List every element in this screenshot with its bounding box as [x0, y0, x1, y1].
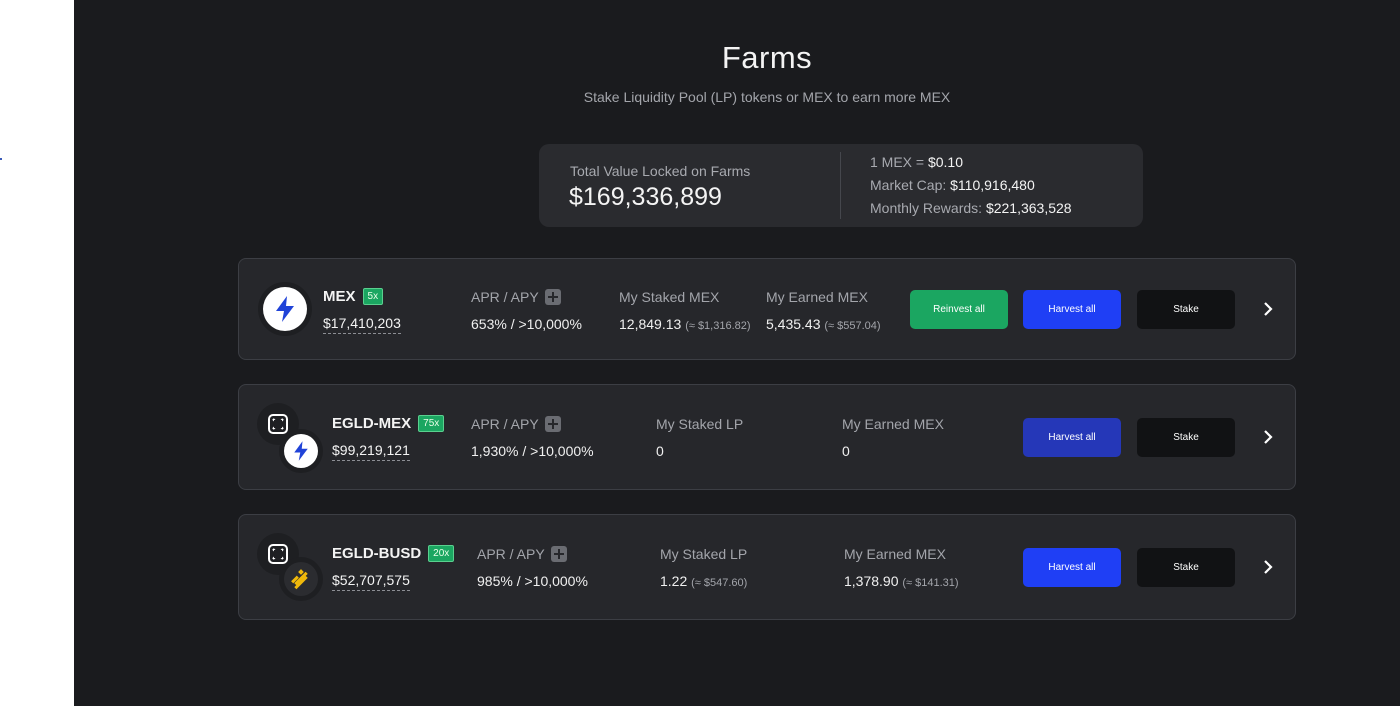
chevron-right-icon[interactable]	[1258, 427, 1278, 447]
earned-label: My Earned MEX	[766, 289, 868, 305]
market-cap-value: $110,916,480	[950, 177, 1035, 193]
apr-label: APR / APY	[471, 416, 561, 432]
page-title: Farms	[721, 40, 813, 75]
left-dot	[0, 158, 2, 160]
stake-button[interactable]: Stake	[1137, 418, 1235, 457]
farm-tvl[interactable]: $17,410,203	[323, 315, 401, 334]
farm-name: EGLD-BUSD 20x	[332, 545, 455, 562]
multiplier-badge: 5x	[362, 288, 384, 305]
earned-usd: (≈ $557.04)	[824, 320, 881, 332]
reinvest-all-button[interactable]: Reinvest all	[910, 290, 1008, 329]
earned-amount: 1,378.90	[844, 573, 899, 589]
farm-name: MEX 5x	[323, 288, 384, 305]
calculator-icon[interactable]	[544, 289, 561, 305]
market-cap-label: Market Cap:	[870, 177, 951, 193]
apr-value: 653% / >10,000%	[471, 316, 582, 332]
egld-icon	[257, 533, 299, 575]
tvl-label: Total Value Locked on Farms	[570, 163, 751, 179]
farm-card-mex[interactable]: MEX 5x $17,410,203 APR / APY 653% / >10,0…	[238, 258, 1296, 360]
staked-usd: (≈ $547.60)	[691, 577, 748, 589]
mex-price: 1 MEX = $0.10	[870, 154, 963, 170]
tvl-value: $169,336,899	[569, 183, 722, 211]
stake-button[interactable]: Stake	[1137, 290, 1235, 329]
apr-label-text: APR / APY	[471, 289, 539, 305]
farm-name-text: EGLD-BUSD	[332, 545, 422, 562]
staked-value: 12,849.13 (≈ $1,316.82)	[619, 316, 751, 332]
staked-label: My Staked MEX	[619, 289, 720, 305]
mex-icon	[284, 434, 318, 468]
farm-tvl[interactable]: $52,707,575	[332, 572, 410, 591]
monthly-rewards-label: Monthly Rewards:	[870, 200, 986, 216]
farm-card-egld-busd[interactable]: EGLD-BUSD 20x $52,707,575 APR / APY 985% …	[238, 514, 1296, 620]
multiplier-badge: 75x	[418, 415, 445, 432]
apr-value: 985% / >10,000%	[477, 573, 588, 589]
mex-icon	[263, 287, 307, 331]
earned-label: My Earned MEX	[842, 416, 944, 432]
staked-usd: (≈ $1,316.82)	[685, 320, 751, 332]
apr-label-text: APR / APY	[471, 416, 539, 432]
calculator-icon[interactable]	[550, 546, 567, 562]
mex-icon-ring	[279, 429, 323, 473]
stats-panel: Total Value Locked on Farms $169,336,899…	[539, 144, 1143, 227]
earned-value: 5,435.43 (≈ $557.04)	[766, 316, 881, 332]
mex-price-label: 1 MEX =	[870, 154, 928, 170]
apr-label-text: APR / APY	[477, 546, 545, 562]
staked-amount: 12,849.13	[619, 316, 682, 332]
busd-icon	[284, 562, 318, 596]
staked-value: 0	[656, 443, 664, 459]
apr-value: 1,930% / >10,000%	[471, 443, 594, 459]
stats-divider	[840, 152, 841, 219]
harvest-all-button[interactable]: Harvest all	[1023, 548, 1121, 587]
farm-name: EGLD-MEX 75x	[332, 415, 445, 432]
earned-amount: 5,435.43	[766, 316, 821, 332]
farm-card-egld-mex[interactable]: EGLD-MEX 75x $99,219,121 APR / APY 1,930%…	[238, 384, 1296, 490]
staked-amount: 1.22	[660, 573, 688, 589]
mex-icon-ring	[258, 282, 312, 336]
busd-icon-ring	[279, 557, 323, 601]
earned-usd: (≈ $141.31)	[902, 577, 959, 589]
staked-label: My Staked LP	[660, 546, 748, 562]
earned-value: 0	[842, 443, 850, 459]
earned-label: My Earned MEX	[844, 546, 946, 562]
stake-button[interactable]: Stake	[1137, 548, 1235, 587]
staked-value: 1.22 (≈ $547.60)	[660, 573, 747, 589]
monthly-rewards-value: $221,363,528	[985, 200, 1072, 216]
mex-price-value: $0.10	[927, 154, 964, 170]
page-subtitle: Stake Liquidity Pool (LP) tokens or MEX …	[583, 89, 951, 105]
calculator-icon[interactable]	[544, 416, 561, 432]
earned-value: 1,378.90 (≈ $141.31)	[844, 573, 959, 589]
chevron-right-icon[interactable]	[1258, 557, 1278, 577]
apr-label: APR / APY	[477, 546, 567, 562]
farm-name-text: EGLD-MEX	[332, 415, 412, 432]
market-cap: Market Cap: $110,916,480	[870, 177, 1035, 193]
harvest-all-button[interactable]: Harvest all	[1023, 290, 1121, 329]
chevron-right-icon[interactable]	[1258, 299, 1278, 319]
farm-tvl[interactable]: $99,219,121	[332, 442, 410, 461]
farm-name-text: MEX	[323, 288, 356, 305]
harvest-all-button[interactable]: Harvest all	[1023, 418, 1121, 457]
staked-label: My Staked LP	[656, 416, 744, 432]
left-margin	[0, 0, 74, 706]
multiplier-badge: 20x	[428, 545, 455, 562]
monthly-rewards: Monthly Rewards: $221,363,528	[870, 200, 1072, 216]
apr-label: APR / APY	[471, 289, 561, 305]
